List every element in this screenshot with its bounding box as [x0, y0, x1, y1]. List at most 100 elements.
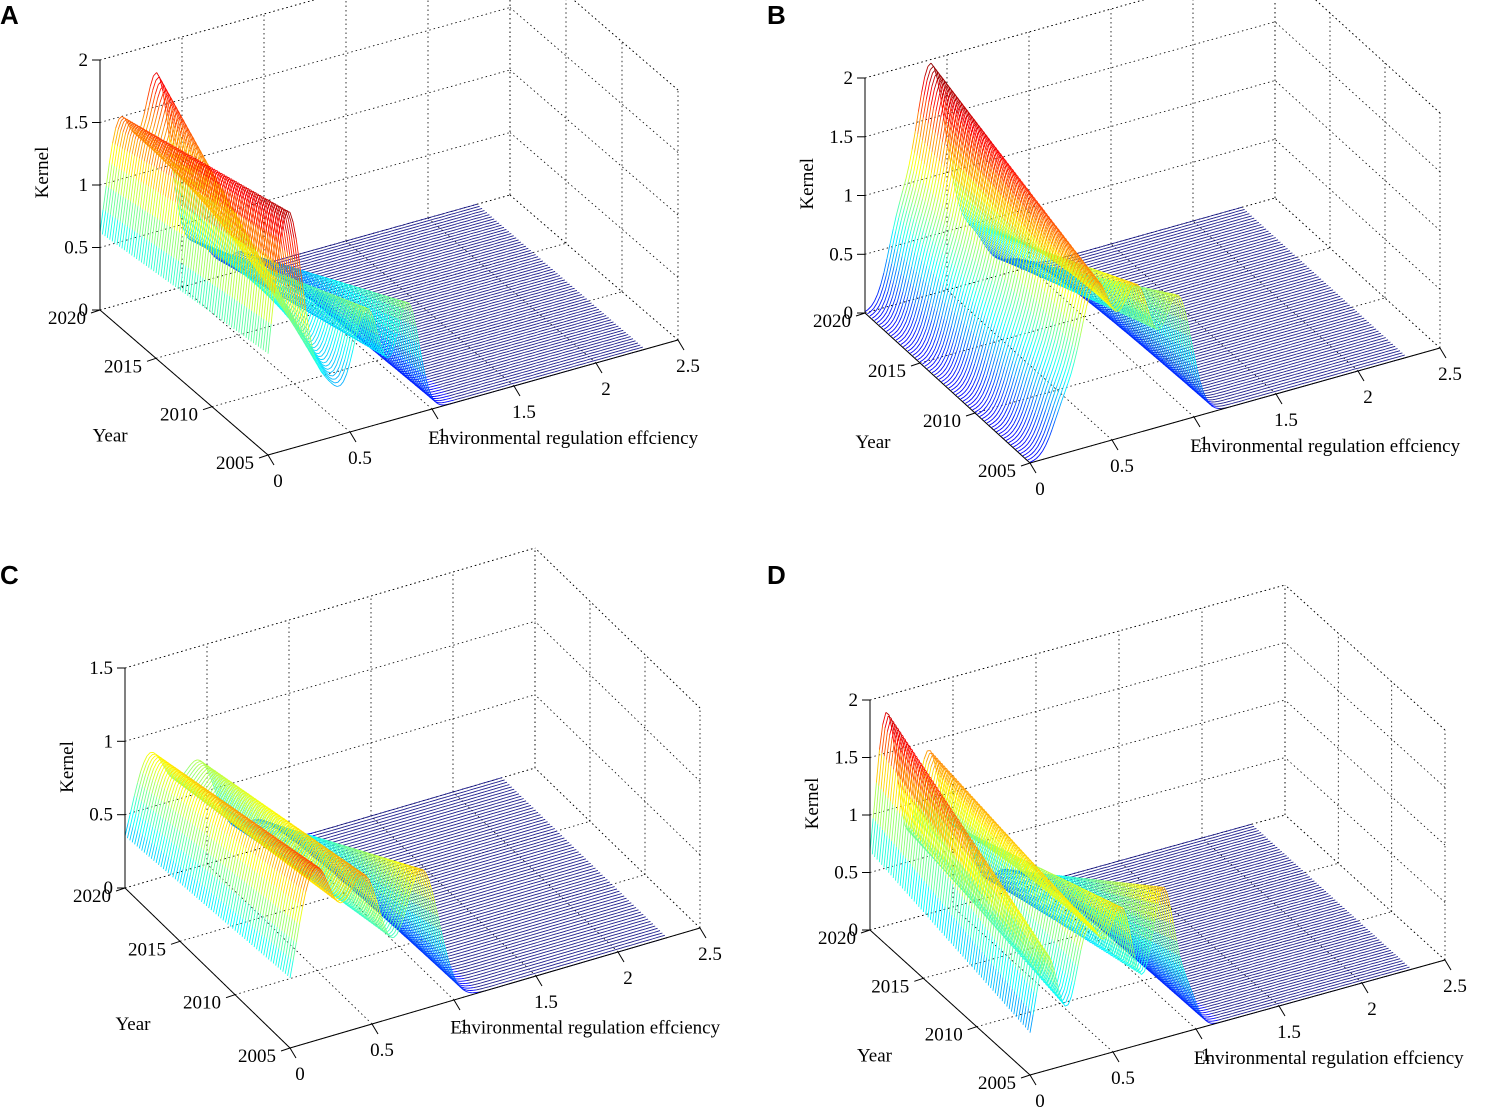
grid-line	[573, 0, 679, 91]
surface-segment	[556, 289, 560, 292]
surface-segment	[448, 210, 453, 213]
surface-segment	[186, 140, 191, 148]
surface-segment	[430, 299, 435, 302]
surface-segment	[375, 284, 380, 287]
surface-segment	[165, 89, 170, 96]
surface-segment	[508, 255, 513, 258]
surface-segment	[487, 308, 491, 311]
surface-segment	[457, 261, 461, 264]
surface-segment	[471, 251, 475, 254]
surface-segment	[202, 161, 206, 169]
surface-segment	[321, 266, 325, 268]
surface-segment	[389, 274, 394, 277]
surface-segment	[513, 273, 517, 276]
surface-segment	[154, 84, 159, 95]
surface-segment	[265, 291, 270, 298]
surface-segment	[355, 281, 360, 284]
surface-segment	[385, 256, 389, 259]
surface-segment	[350, 255, 354, 257]
surface-segment	[478, 247, 482, 249]
surface-segment	[478, 258, 483, 260]
surface-segment	[506, 300, 511, 303]
surface-segment	[449, 308, 453, 310]
surface-segment	[420, 268, 424, 271]
surface-segment	[194, 173, 199, 191]
surface-segment	[106, 214, 111, 238]
surface-segment	[461, 304, 466, 307]
surface-chart-a: 00.511.522.5200520102015202000.511.52Env…	[32, 0, 700, 492]
surface-segment	[528, 294, 533, 296]
surface-segment	[428, 258, 433, 260]
surface-segment	[369, 260, 373, 263]
surface-segment	[351, 274, 355, 277]
surface-segment	[485, 264, 490, 267]
surface-segment	[425, 248, 429, 250]
surface-segment	[430, 224, 435, 226]
surface-segment	[444, 315, 448, 317]
surface-segment	[487, 222, 491, 225]
surface-segment	[374, 251, 379, 253]
surface-segment	[481, 293, 486, 296]
surface-segment	[451, 263, 455, 265]
surface-segment	[396, 281, 401, 283]
surface-segment	[184, 172, 189, 183]
surface-segment	[410, 235, 415, 238]
surface-segment	[492, 273, 496, 276]
surface-segment	[427, 228, 431, 230]
surface-segment	[337, 247, 341, 250]
surface-segment	[466, 283, 471, 286]
surface-segment	[452, 220, 456, 223]
surface-segment	[371, 263, 376, 265]
surface-segment	[391, 265, 396, 268]
surface-segment	[240, 253, 245, 267]
surface-segment	[413, 237, 417, 240]
surface-segment	[475, 306, 480, 308]
surface-segment	[518, 249, 523, 252]
surface-segment	[530, 288, 534, 291]
surface-segment	[361, 282, 365, 285]
surface-segment	[361, 243, 366, 246]
surface-segment	[135, 158, 140, 180]
surface-segment	[445, 272, 450, 275]
surface-segment	[482, 243, 486, 245]
surface-segment	[355, 259, 359, 262]
surface-segment	[431, 318, 436, 321]
surface-segment	[512, 287, 517, 290]
surface-segment	[201, 195, 206, 219]
surface-segment	[179, 183, 184, 206]
surface-segment	[493, 256, 498, 259]
surface-segment	[389, 263, 393, 266]
surface-segment	[460, 310, 464, 313]
surface-segment	[324, 278, 329, 284]
surface-segment	[214, 253, 219, 259]
surface-segment	[460, 296, 465, 299]
surface-segment	[466, 247, 470, 250]
surface-segment	[170, 119, 175, 145]
surface-segment	[546, 280, 550, 283]
surface-segment	[311, 279, 316, 287]
surface-segment	[336, 264, 340, 267]
surface-segment	[373, 282, 377, 284]
surface-segment	[430, 263, 434, 266]
surface-segment	[453, 276, 458, 279]
surface-segment	[360, 238, 364, 241]
surface-segment	[442, 284, 447, 287]
surface-segment	[170, 102, 174, 107]
surface-segment	[161, 147, 166, 158]
surface-segment	[125, 120, 130, 124]
surface-segment	[418, 299, 423, 302]
surface-segment	[450, 240, 454, 243]
surface-segment	[439, 321, 444, 324]
surface-segment	[421, 226, 425, 229]
surface-segment	[519, 293, 524, 296]
surface-segment	[414, 256, 418, 259]
surface-segment	[400, 280, 404, 282]
surface-segment	[129, 137, 134, 153]
surface-segment	[512, 298, 517, 301]
surface-segment	[345, 250, 349, 253]
surface-segment	[438, 302, 443, 305]
surface-segment	[427, 239, 431, 241]
surface-segment	[310, 263, 314, 266]
surface-segment	[366, 247, 371, 250]
surface-segment	[400, 255, 404, 257]
